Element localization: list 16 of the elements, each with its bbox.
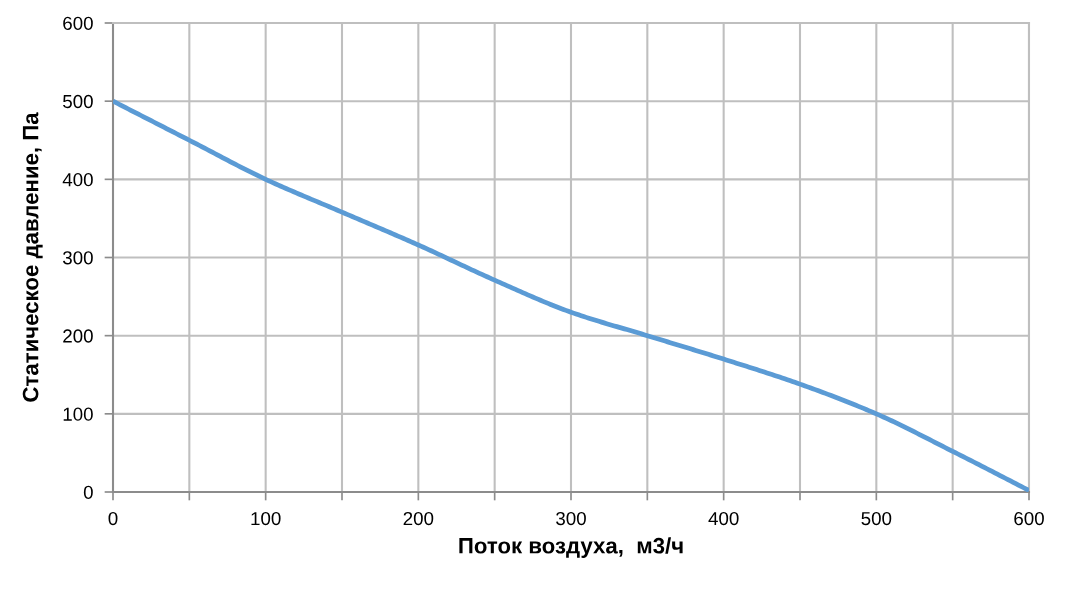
y-tick-label: 100	[63, 407, 93, 421]
x-tick-label: 200	[403, 511, 434, 526]
x-tick-label: 0	[108, 511, 118, 526]
y-tick-label: 0	[83, 485, 93, 499]
y-tick-label: 200	[63, 329, 93, 343]
x-tick-label: 100	[251, 511, 281, 526]
x-axis-title: Поток воздуха, м3/ч	[459, 537, 683, 558]
y-axis-title: Статическое давление, Па	[22, 112, 43, 402]
y-tick-label: 600	[63, 16, 93, 30]
x-tick-label: 500	[861, 511, 892, 526]
x-tick-label: 400	[708, 511, 739, 526]
y-tick-label: 400	[62, 173, 93, 187]
y-tick-label: 500	[63, 94, 93, 109]
x-tick-label: 300	[556, 511, 586, 526]
y-tick-label: 300	[62, 251, 93, 265]
x-tick-label: 600	[1014, 511, 1044, 526]
